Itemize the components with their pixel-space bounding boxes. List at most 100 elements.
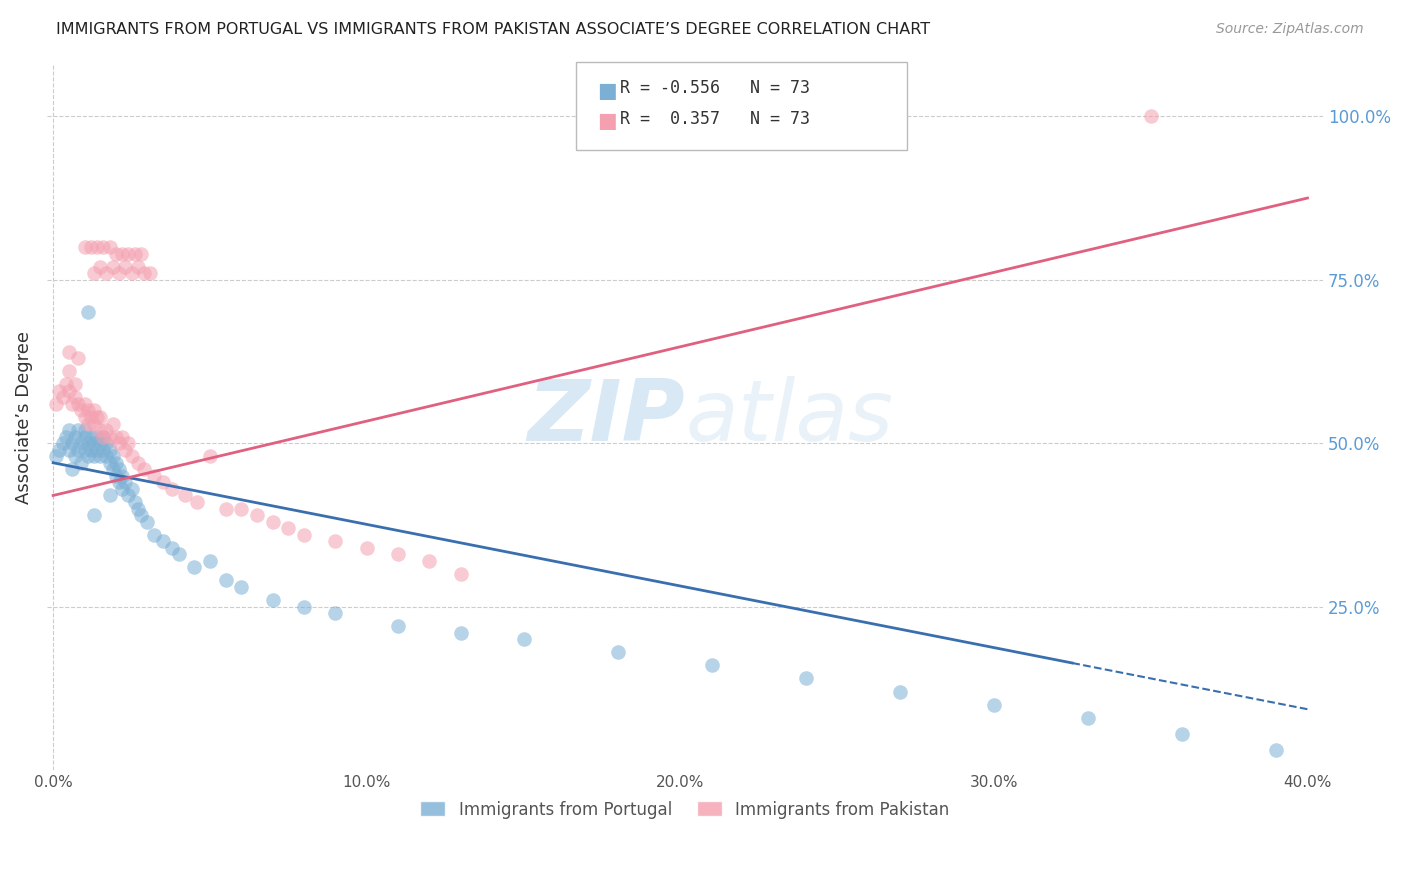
Point <box>89 423 111 437</box>
Point <box>83 449 105 463</box>
Point <box>606 645 628 659</box>
Point <box>91 430 114 444</box>
Point <box>246 508 269 522</box>
Point <box>152 475 174 490</box>
Y-axis label: Associate’s Degree: Associate’s Degree <box>15 331 32 503</box>
Text: IMMIGRANTS FROM PORTUGAL VS IMMIGRANTS FROM PAKISTAN ASSOCIATE’S DEGREE CORRELAT: IMMIGRANTS FROM PORTUGAL VS IMMIGRANTS F… <box>56 22 931 37</box>
Point <box>214 574 236 588</box>
Point <box>127 501 149 516</box>
Point <box>104 246 127 260</box>
Point <box>45 449 67 463</box>
Point <box>83 403 105 417</box>
Point <box>48 442 70 457</box>
Point <box>198 554 221 568</box>
Point <box>58 344 80 359</box>
Point <box>152 534 174 549</box>
Point <box>96 266 118 280</box>
Point <box>83 266 105 280</box>
Point <box>117 488 139 502</box>
Point <box>101 449 124 463</box>
Point <box>83 417 105 431</box>
Point <box>387 547 409 561</box>
Point <box>67 423 90 437</box>
Point <box>108 475 131 490</box>
Point <box>167 547 190 561</box>
Point <box>512 632 534 647</box>
Point <box>292 599 315 614</box>
Point <box>58 442 80 457</box>
Point <box>80 442 103 457</box>
Point <box>262 515 284 529</box>
Point <box>111 468 134 483</box>
Text: ■: ■ <box>598 81 617 101</box>
Point <box>89 410 111 425</box>
Point <box>418 554 440 568</box>
Point <box>86 240 108 254</box>
Point <box>121 482 143 496</box>
Point <box>117 246 139 260</box>
Point <box>104 430 127 444</box>
Text: R =  0.357   N = 73: R = 0.357 N = 73 <box>620 110 810 128</box>
Point <box>387 619 409 633</box>
Point <box>76 403 98 417</box>
Point <box>1265 743 1288 757</box>
Point <box>63 430 86 444</box>
Point <box>60 397 83 411</box>
Point <box>142 527 165 541</box>
Point <box>58 423 80 437</box>
Point <box>70 403 93 417</box>
Point <box>794 672 817 686</box>
Point <box>162 541 184 555</box>
Point <box>1139 109 1161 123</box>
Point <box>139 266 162 280</box>
Text: Source: ZipAtlas.com: Source: ZipAtlas.com <box>1216 22 1364 37</box>
Point <box>58 384 80 398</box>
Point <box>127 456 149 470</box>
Point <box>91 430 114 444</box>
Point <box>98 442 121 457</box>
Point <box>73 423 96 437</box>
Point <box>108 462 131 476</box>
Text: R = -0.556   N = 73: R = -0.556 N = 73 <box>620 79 810 97</box>
Point <box>117 436 139 450</box>
Point <box>96 423 118 437</box>
Point <box>214 501 236 516</box>
Point <box>91 442 114 457</box>
Point <box>114 475 136 490</box>
Point <box>76 417 98 431</box>
Point <box>183 560 205 574</box>
Point <box>231 501 253 516</box>
Point <box>104 468 127 483</box>
Point <box>86 442 108 457</box>
Point <box>162 482 184 496</box>
Point <box>132 266 155 280</box>
Text: ZIP: ZIP <box>527 376 685 458</box>
Point <box>67 397 90 411</box>
Text: ■: ■ <box>598 112 617 131</box>
Point <box>86 410 108 425</box>
Point <box>63 377 86 392</box>
Point <box>73 430 96 444</box>
Point <box>104 456 127 470</box>
Point <box>101 462 124 476</box>
Point <box>76 436 98 450</box>
Point <box>108 266 131 280</box>
Point <box>325 534 347 549</box>
Point <box>262 593 284 607</box>
Point <box>96 436 118 450</box>
Point <box>111 482 134 496</box>
Point <box>889 684 911 698</box>
Point <box>80 410 103 425</box>
Point <box>89 260 111 274</box>
Point <box>52 436 75 450</box>
Point <box>91 240 114 254</box>
Legend: Immigrants from Portugal, Immigrants from Pakistan: Immigrants from Portugal, Immigrants fro… <box>413 794 956 825</box>
Point <box>132 462 155 476</box>
Point <box>124 495 146 509</box>
Point <box>124 246 146 260</box>
Point <box>1171 727 1194 741</box>
Point <box>98 430 121 444</box>
Point <box>86 430 108 444</box>
Point <box>983 698 1005 712</box>
Point <box>121 449 143 463</box>
